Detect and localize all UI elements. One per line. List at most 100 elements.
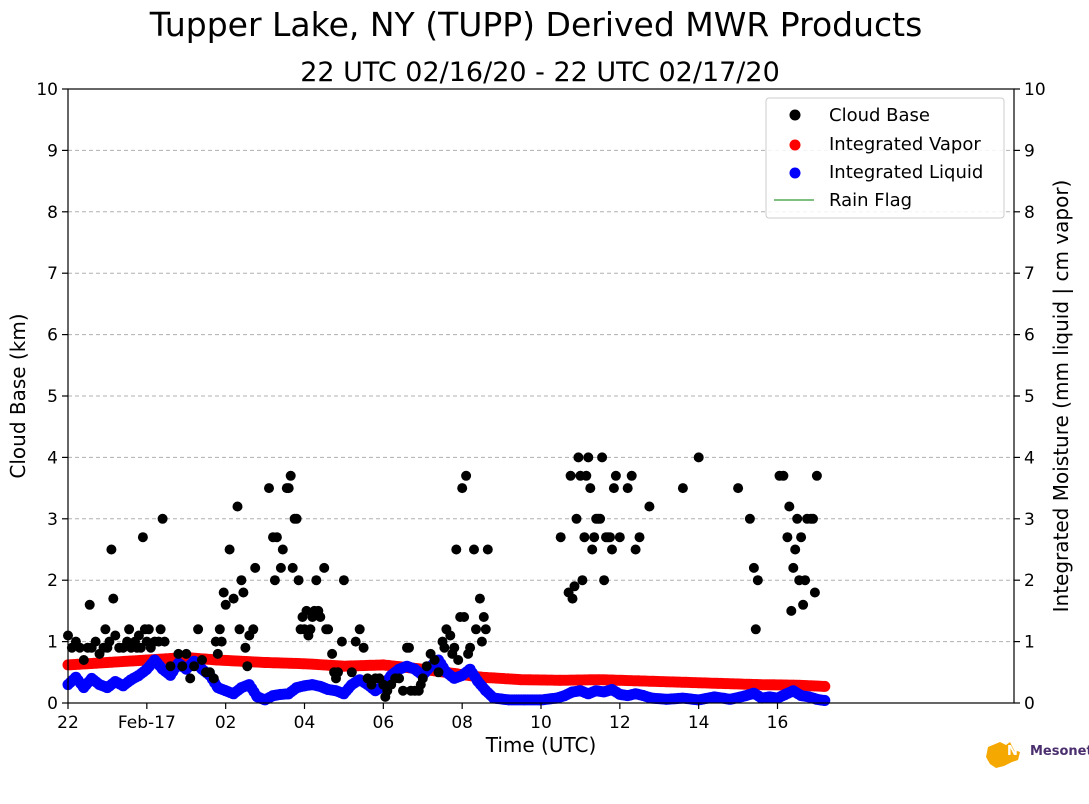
- cloud-base-point: [784, 501, 795, 512]
- cloud-base-point: [605, 532, 615, 543]
- cloud-base-point: [595, 513, 606, 524]
- cloud-base-point: [555, 532, 566, 543]
- cloud-base-point: [238, 587, 249, 598]
- cloud-base-point: [786, 605, 797, 616]
- chart-title: Tupper Lake, NY (TUPP) Derived MWR Produ…: [149, 5, 923, 44]
- cloud-base-point: [319, 562, 330, 573]
- cloud-base-point: [189, 661, 200, 672]
- cloud-base-point: [218, 587, 229, 598]
- cloud-base-point: [808, 513, 818, 524]
- left-y-tick-label: 7: [47, 264, 58, 284]
- cloud-base-point: [193, 624, 204, 635]
- right-y-axis-label: Integrated Moisture (mm liquid | cm vapo…: [1049, 180, 1073, 613]
- cloud-base-point: [630, 544, 641, 555]
- cloud-base-point: [421, 661, 432, 672]
- legend-label-integrated-liquid: Integrated Liquid: [829, 162, 983, 183]
- nys-mesonet-logo: NYS Mesonet: [986, 742, 1089, 768]
- x-tick-label: 08: [451, 713, 473, 733]
- cloud-base-point: [287, 562, 298, 573]
- cloud-base-point: [212, 648, 223, 659]
- cloud-base-point: [159, 636, 170, 647]
- x-tick-label: 22: [57, 713, 79, 733]
- cloud-base-point: [323, 624, 334, 635]
- cloud-base-point: [792, 513, 803, 524]
- cloud-base-point: [197, 655, 207, 665]
- cloud-base-point: [752, 575, 763, 586]
- cloud-base-point: [597, 452, 608, 463]
- cloud-base-point: [248, 624, 259, 635]
- cloud-base-point: [607, 544, 617, 555]
- cloud-base-point: [394, 673, 405, 684]
- legend-marker-integrated-liquid: [789, 167, 801, 179]
- cloud-base-point: [622, 483, 633, 494]
- left-y-axis-label: Cloud Base (km): [6, 313, 30, 478]
- cloud-base-point: [220, 599, 231, 610]
- x-tick-label: Feb-17: [118, 713, 176, 733]
- left-y-tick-label: 6: [47, 326, 58, 346]
- cloud-base-point: [291, 513, 302, 524]
- x-axis-label: Time (UTC): [485, 733, 597, 757]
- cloud-base-point: [569, 581, 580, 592]
- cloud-base-point: [451, 544, 462, 555]
- cloud-base-point: [124, 624, 135, 635]
- cloud-base-point: [811, 470, 822, 481]
- cloud-base-point: [264, 483, 274, 494]
- cloud-base-point: [84, 599, 95, 610]
- ny-state-shape-icon: [986, 742, 1020, 768]
- x-axis-ticks: 22 Feb-17 02 04 06 08 10 12 14 16: [57, 703, 788, 733]
- cloud-base-series: [63, 452, 822, 702]
- right-y-tick-label: 2: [1024, 571, 1035, 591]
- cloud-base-point: [469, 544, 479, 555]
- right-y-tick-label: 5: [1024, 387, 1035, 407]
- cloud-base-point: [143, 624, 154, 635]
- x-tick-label: 12: [609, 713, 631, 733]
- cloud-base-point: [177, 661, 188, 672]
- cloud-base-point: [782, 532, 793, 543]
- cloud-base-point: [417, 673, 428, 684]
- cloud-base-point: [157, 513, 168, 524]
- cloud-base-point: [208, 673, 219, 684]
- cloud-base-point: [277, 544, 288, 555]
- cloud-base-point: [315, 612, 326, 622]
- cloud-base-point: [333, 667, 343, 678]
- cloud-base-point: [778, 470, 789, 481]
- cloud-base-point: [585, 483, 596, 494]
- logo-text-mesonet: Mesonet: [1030, 744, 1089, 759]
- cloud-base-point: [429, 655, 440, 665]
- cloud-base-point: [100, 624, 111, 635]
- cloud-base-point: [155, 624, 166, 635]
- cloud-base-point: [269, 575, 280, 586]
- chart-subtitle: 22 UTC 02/16/20 - 22 UTC 02/17/20: [300, 57, 780, 88]
- cloud-base-point: [796, 532, 807, 543]
- cloud-base-point: [181, 648, 192, 659]
- cloud-base-point: [173, 648, 184, 659]
- cloud-base-point: [214, 624, 225, 635]
- cloud-base-point: [626, 470, 637, 481]
- cloud-base-point: [242, 661, 253, 672]
- left-y-tick-label: 10: [36, 80, 58, 100]
- cloud-base-point: [589, 532, 600, 543]
- cloud-base-point: [293, 575, 304, 586]
- cloud-base-point: [240, 642, 251, 653]
- cloud-base-point: [587, 544, 598, 555]
- cloud-base-point: [216, 636, 227, 647]
- logo-text-nys: NYS: [1007, 744, 1037, 759]
- cloud-base-point: [610, 470, 621, 481]
- cloud-base-point: [748, 562, 759, 573]
- cloud-base-point: [305, 624, 316, 635]
- cloud-base-point: [614, 532, 625, 543]
- x-tick-label: 04: [294, 713, 316, 733]
- cloud-base-point: [480, 624, 491, 635]
- cloud-base-point: [74, 642, 85, 653]
- left-y-tick-label: 0: [47, 694, 58, 714]
- integrated-liquid-point: [819, 695, 831, 706]
- cloud-base-point: [581, 470, 592, 481]
- cloud-base-point: [106, 544, 117, 555]
- cloud-base-point: [404, 642, 414, 653]
- cloud-base-point: [644, 501, 655, 512]
- cloud-base-point: [108, 593, 119, 604]
- cloud-base-point: [311, 575, 322, 586]
- cloud-base-point: [433, 667, 444, 678]
- right-y-tick-label: 3: [1024, 510, 1035, 530]
